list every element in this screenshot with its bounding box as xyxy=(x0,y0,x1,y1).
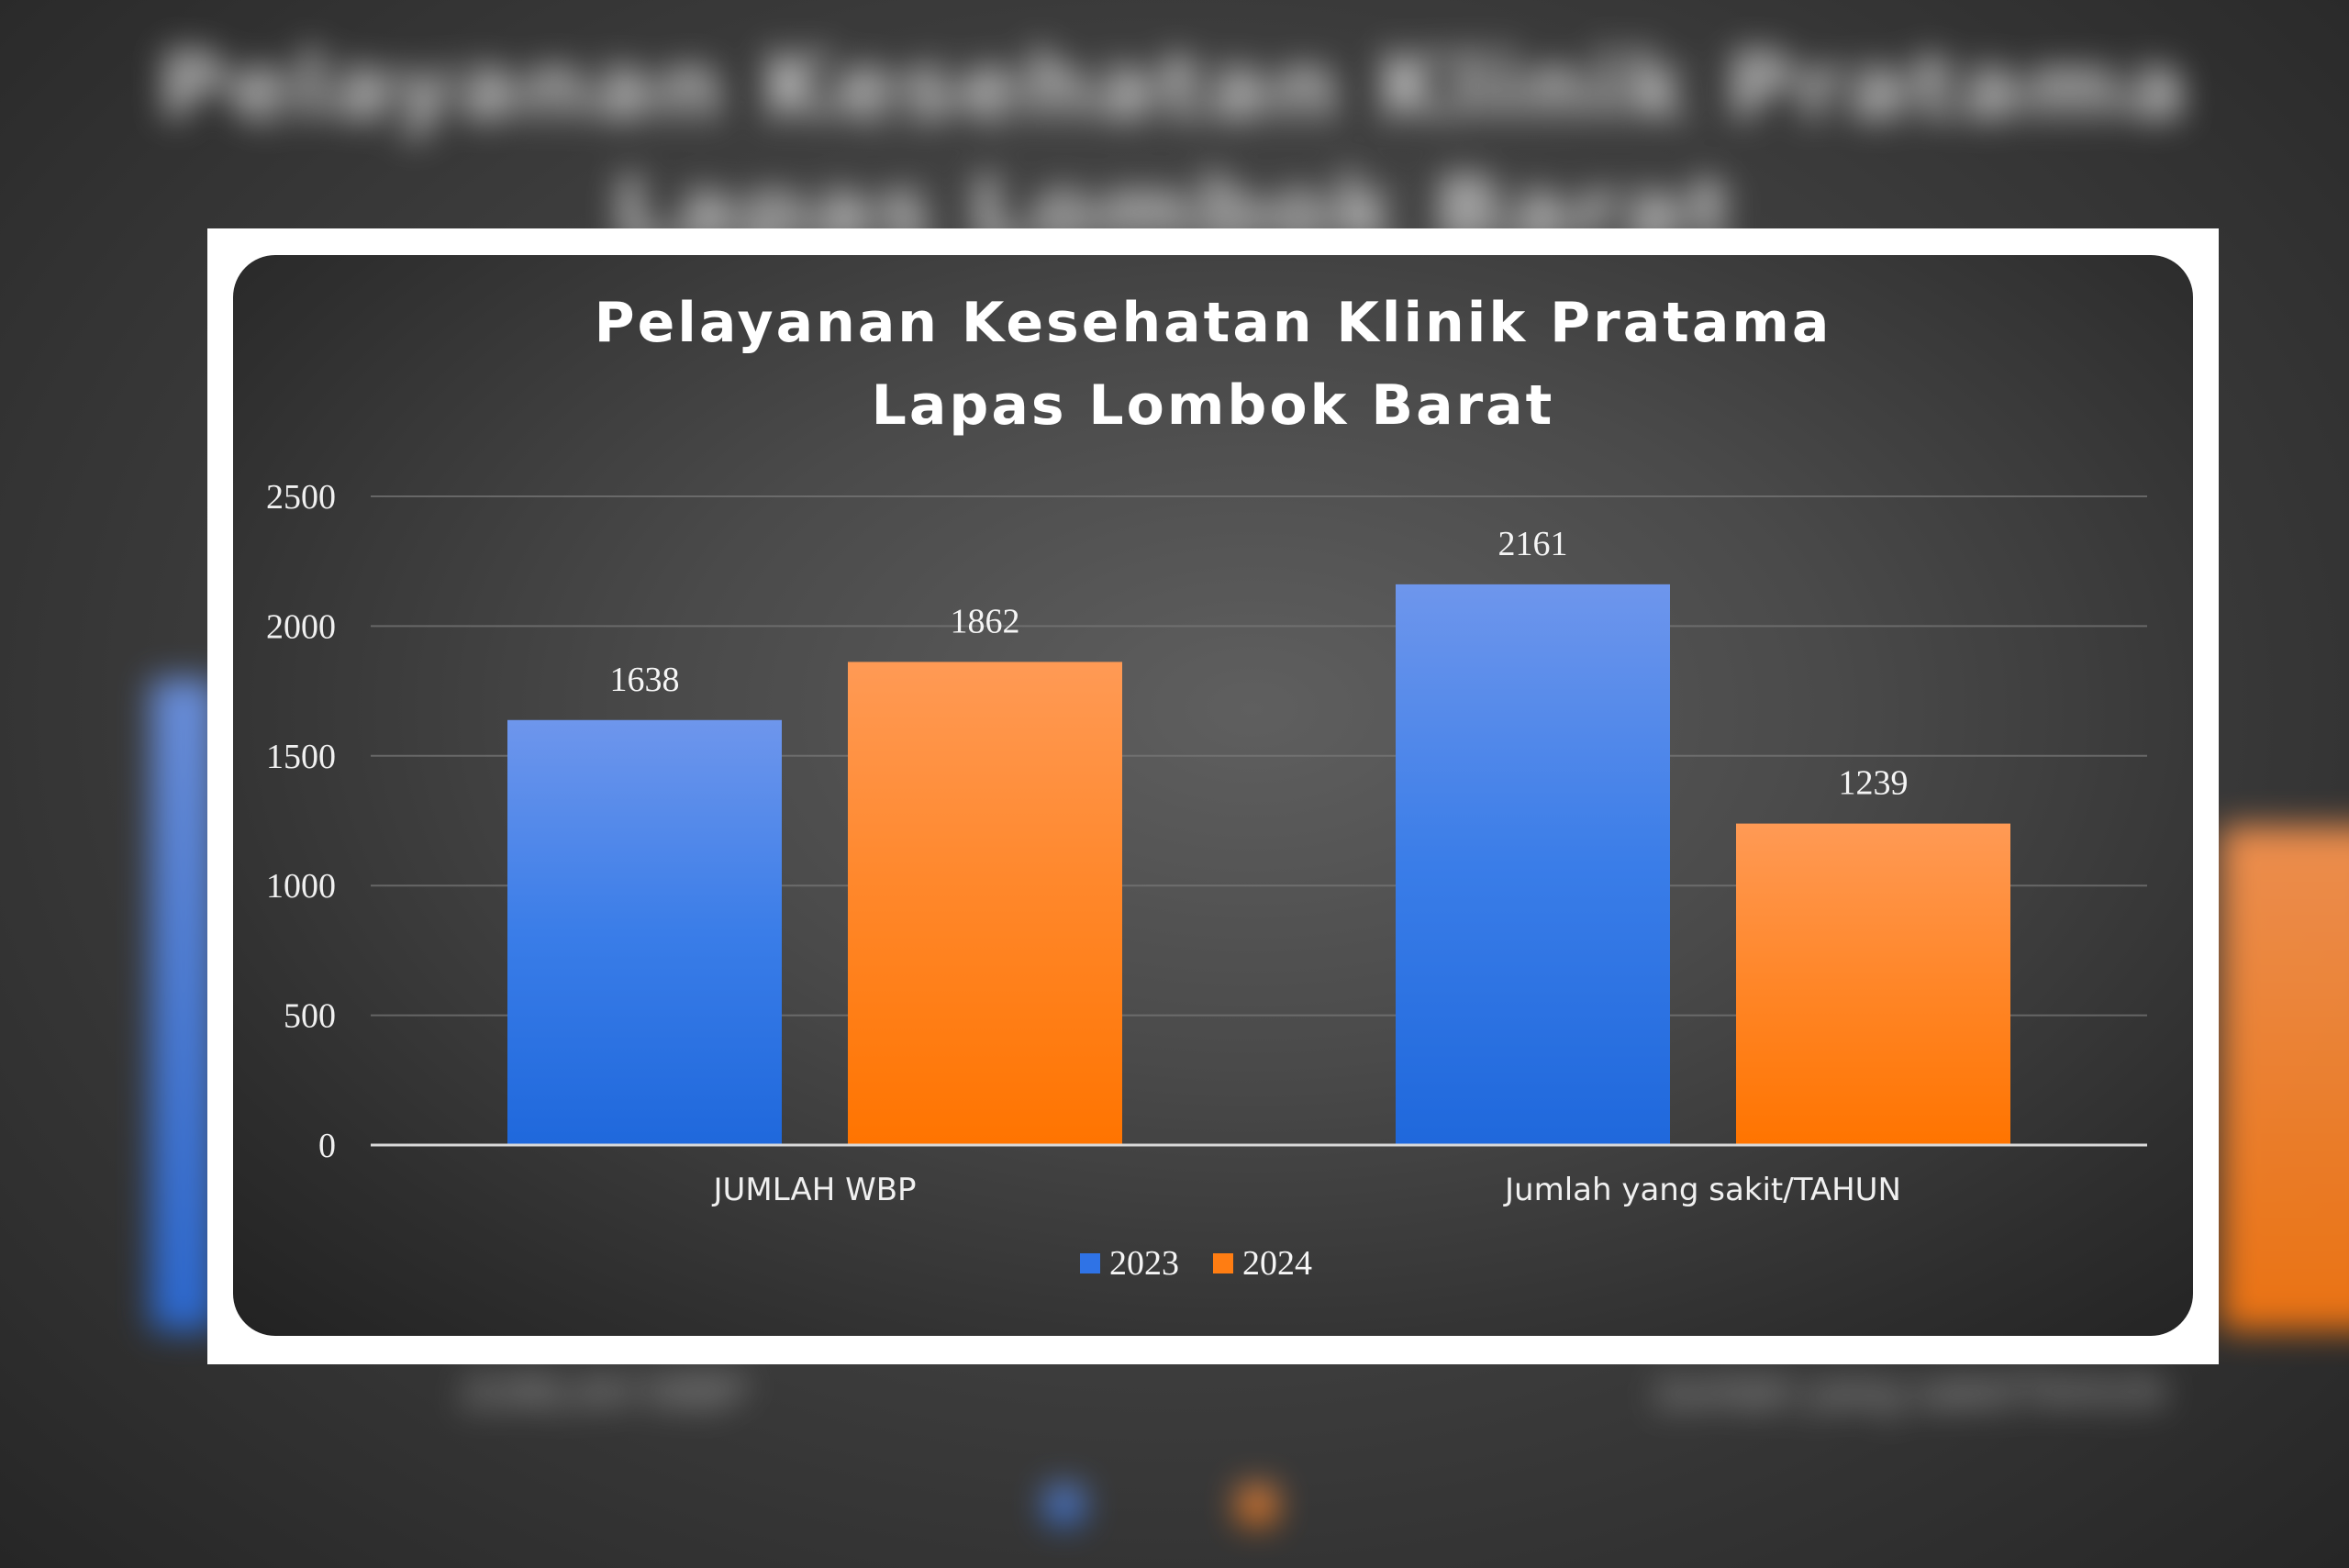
bg-category-1: JUMLAH WBP xyxy=(459,1368,748,1417)
y-tick-label: 0 xyxy=(318,1127,336,1165)
bar-2024-1 xyxy=(848,662,1122,1145)
bar-2023-1 xyxy=(507,719,782,1145)
y-tick-label: 500 xyxy=(284,997,336,1036)
data-label-2024-1: 1862 xyxy=(951,602,1020,640)
bar-chart: Pelayanan Kesehatan Klinik Pratama Lapas… xyxy=(266,291,2147,1283)
y-tick-label: 2500 xyxy=(266,478,336,517)
chart-title-line-1: Pelayanan Kesehatan Klinik Pratama xyxy=(595,291,1832,355)
bar-2023-2 xyxy=(1396,584,1670,1145)
category-label-1: JUMLAH WBP xyxy=(711,1172,916,1208)
chart-title-line-2: Lapas Lombok Barat xyxy=(872,373,1555,438)
bars xyxy=(507,584,2010,1145)
y-tick-label: 1000 xyxy=(266,867,336,906)
legend-swatch-2023 xyxy=(1080,1253,1100,1273)
data-label-2023-1: 1638 xyxy=(610,661,680,699)
legend-swatch-2024 xyxy=(1213,1253,1233,1273)
y-axis-tick-labels: 0 500 1000 1500 2000 2500 xyxy=(266,478,336,1165)
bar-2024-2 xyxy=(1736,823,2010,1145)
y-tick-label: 2000 xyxy=(266,607,336,646)
data-labels: 1638 1862 2161 1239 xyxy=(610,525,1909,803)
legend-label-2024: 2024 xyxy=(1242,1244,1312,1283)
bg-legend-swatch-blue xyxy=(1046,1486,1083,1523)
data-label-2024-2: 1239 xyxy=(1839,764,1909,803)
bg-title-line-1: Pelayanan Kesehatan Klinik Pratama xyxy=(159,33,2190,140)
legend-label-2023: 2023 xyxy=(1109,1244,1179,1283)
chart-card: Pelayanan Kesehatan Klinik Pratama Lapas… xyxy=(233,255,2193,1336)
legend: 2023 2024 xyxy=(1080,1244,1312,1283)
bg-legend-swatch-orange xyxy=(1239,1486,1275,1523)
category-label-2: Jumlah yang sakit/TAHUN xyxy=(1503,1172,1901,1208)
y-tick-label: 1500 xyxy=(266,738,336,776)
x-axis-category-labels: JUMLAH WBP Jumlah yang sakit/TAHUN xyxy=(711,1172,1901,1208)
bg-category-2: Jumlah yang sakit/TAHUN xyxy=(1652,1368,2165,1417)
bg-bar-blue xyxy=(151,679,216,1330)
bg-bar-orange xyxy=(2221,826,2349,1330)
data-label-2023-2: 2161 xyxy=(1498,525,1568,563)
